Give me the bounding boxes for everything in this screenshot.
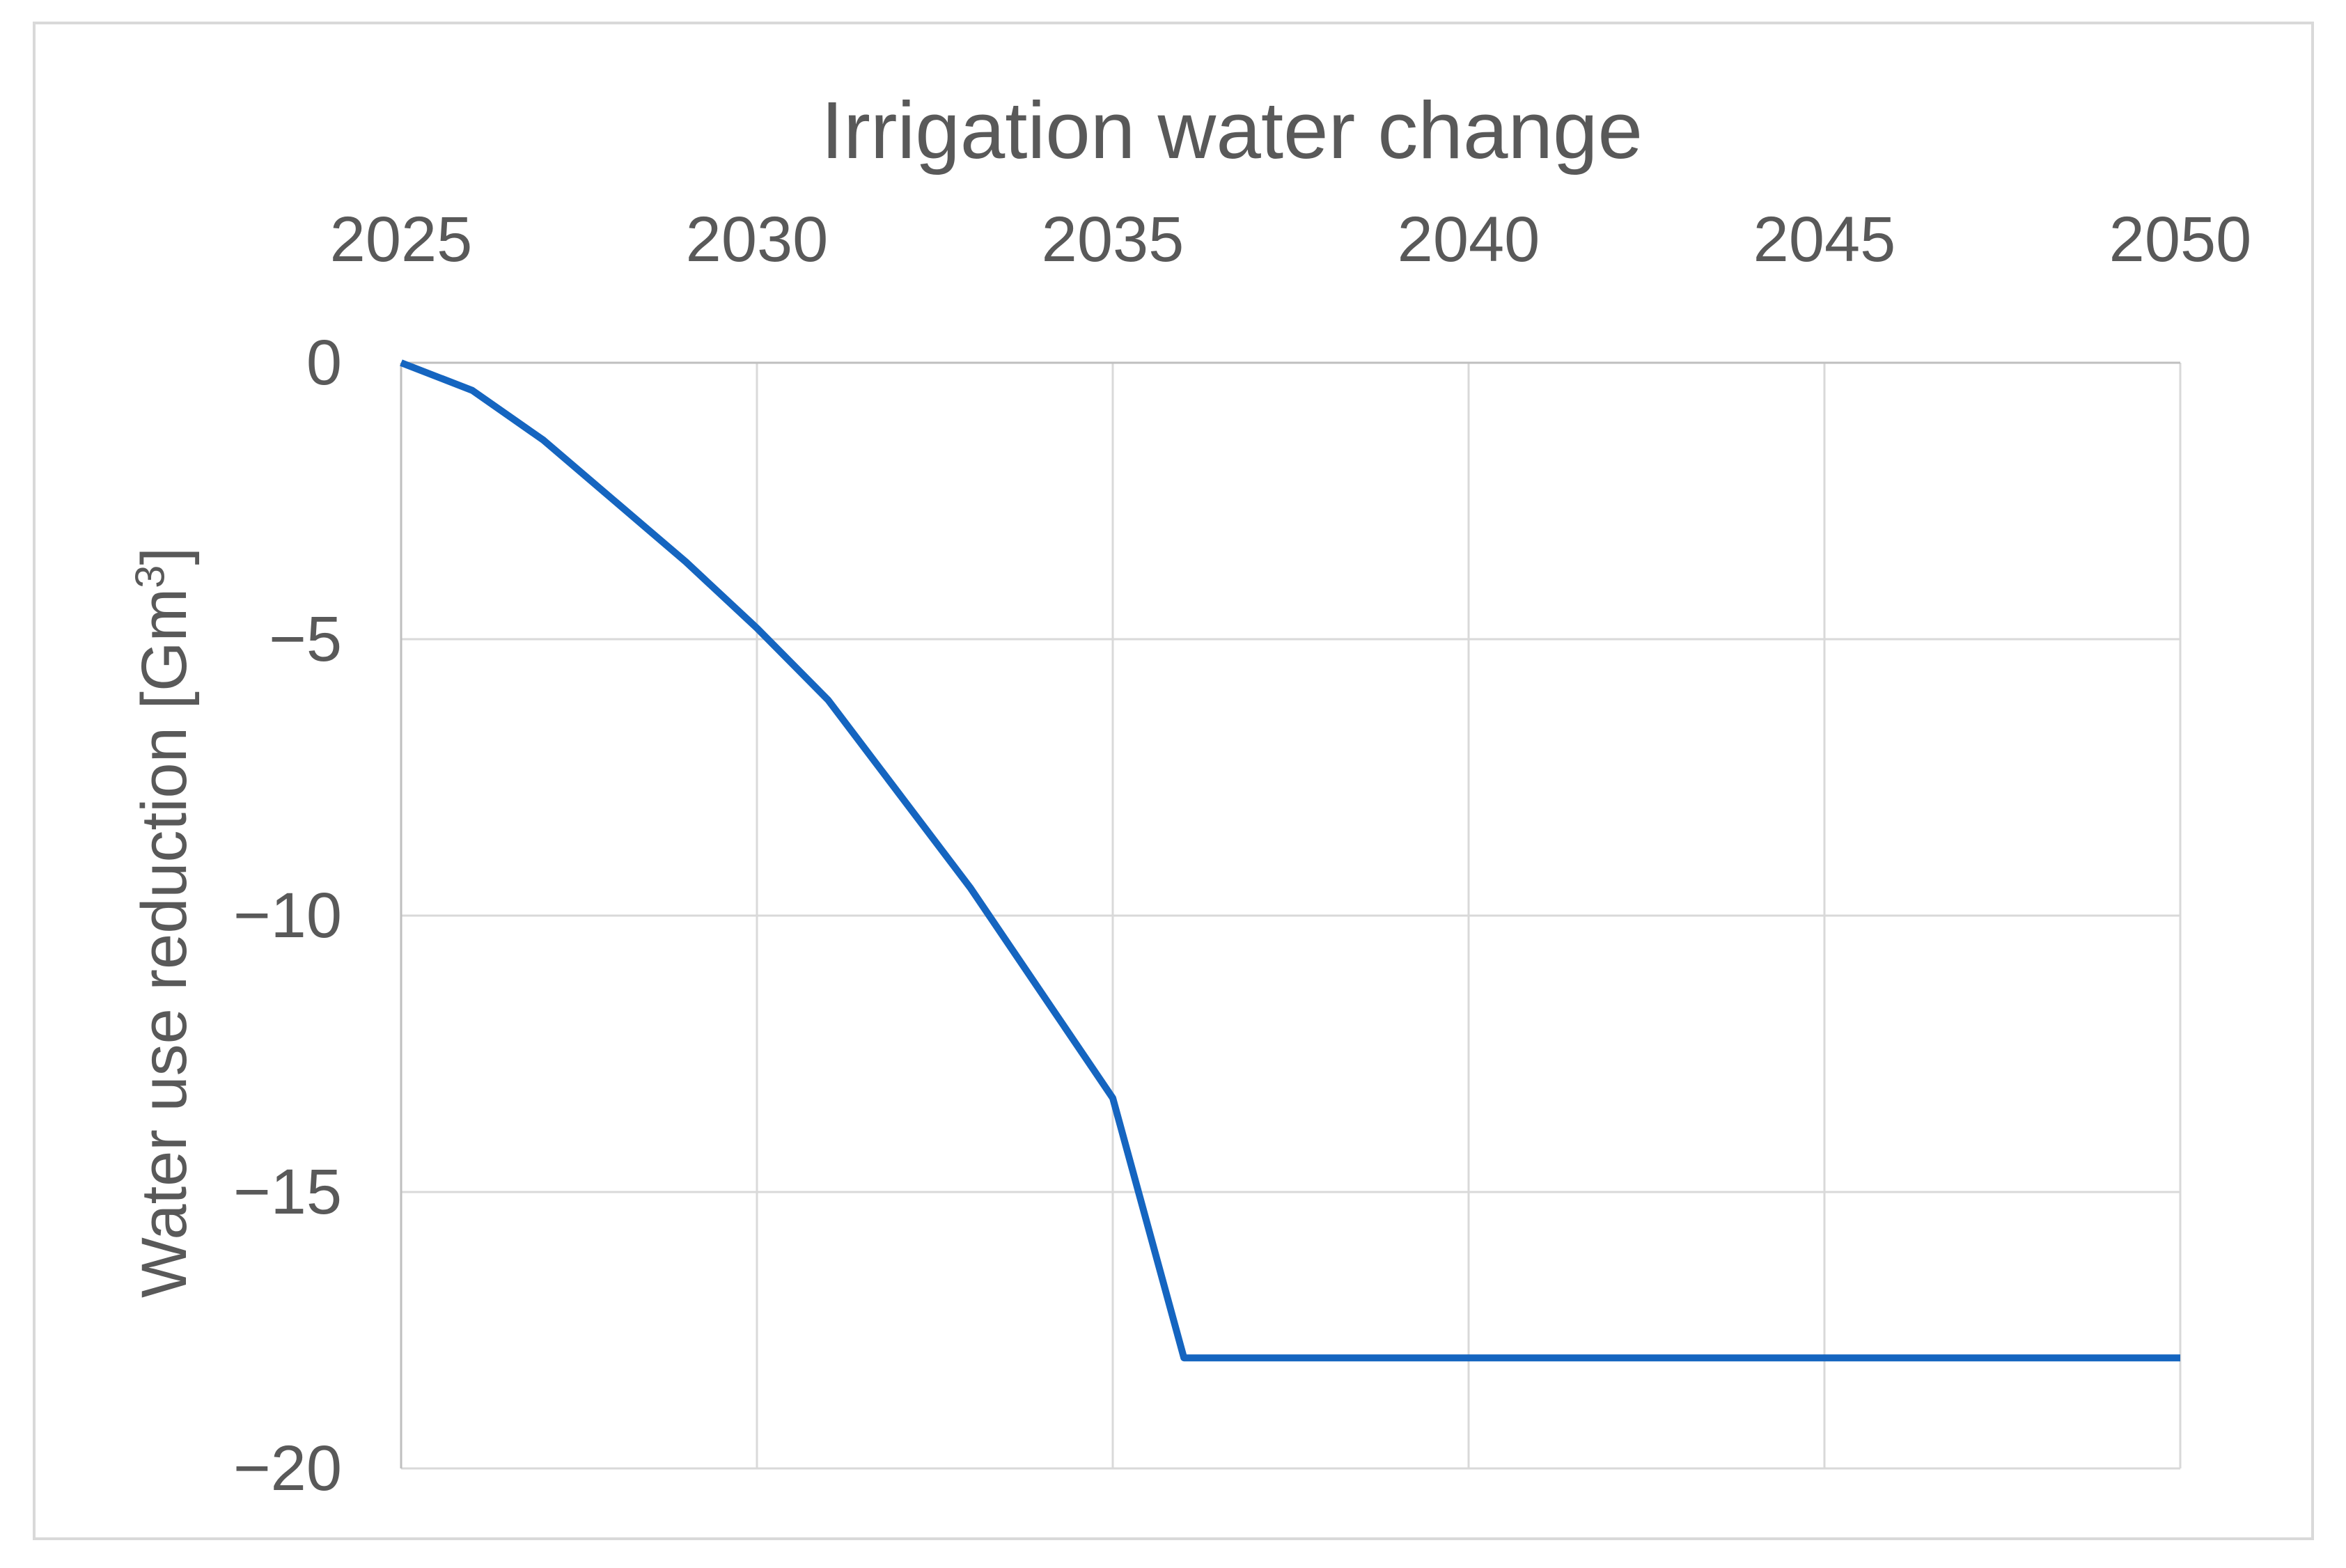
chart-card: Irrigation water change Water use reduct… (33, 22, 2314, 1540)
x-axis-tick-label: 2035 (1041, 204, 1184, 275)
x-axis-tick-label: 2050 (2109, 204, 2252, 275)
x-axis-tick-label: 2045 (1753, 204, 1896, 275)
y-axis-tick-label: −5 (269, 604, 342, 675)
series-line-irrigation-water-change (400, 359, 2180, 1362)
x-axis-tick-label: 2025 (329, 204, 473, 275)
x-axis-tick-label: 2040 (1397, 204, 1540, 275)
y-axis-tick-label: −20 (233, 1433, 342, 1504)
y-axis-tick-label: 0 (306, 327, 342, 398)
axis-labels-layer: 2025 2030 2035 2040 2045 2050 0 −5 −10 −15 −20 (36, 24, 2311, 1537)
y-axis-tick-label: −15 (233, 1157, 342, 1228)
plot-area (400, 359, 2182, 1470)
y-axis-tick-label: −10 (233, 880, 342, 951)
chart-title: Irrigation water change (821, 85, 1643, 175)
x-axis-tick-label: 2030 (685, 204, 829, 275)
line-chart-svg (400, 359, 2182, 1470)
